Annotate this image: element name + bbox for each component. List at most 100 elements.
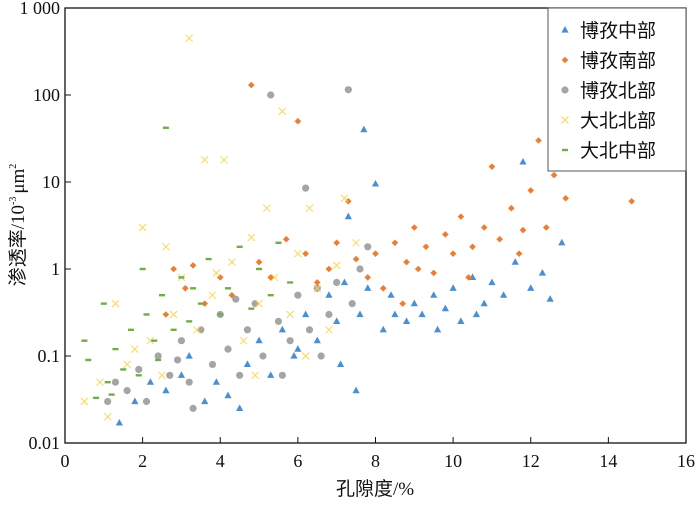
data-point — [267, 274, 275, 281]
data-point — [123, 387, 131, 395]
data-point — [236, 245, 243, 248]
data-point — [251, 300, 259, 308]
y-tick-label: 0.1 — [38, 346, 61, 366]
data-point — [442, 231, 449, 238]
y-axis-label-group: 渗透率/10-3 μm2 — [7, 164, 29, 287]
data-point — [488, 278, 496, 286]
data-point — [275, 241, 282, 245]
data-point — [480, 224, 488, 231]
data-point — [449, 284, 457, 291]
data-point — [243, 360, 252, 368]
data-point — [325, 291, 333, 298]
series-1 — [162, 81, 635, 318]
data-point — [155, 358, 162, 362]
data-point — [345, 198, 352, 205]
data-point — [399, 300, 406, 307]
legend-item: 博孜北部 — [561, 80, 656, 102]
legend-label: 大北北部 — [580, 110, 656, 132]
data-point — [138, 223, 147, 232]
series-0 — [115, 125, 566, 426]
data-point — [81, 339, 88, 342]
data-point — [527, 187, 535, 194]
y-tick-label: 0.01 — [29, 433, 61, 453]
data-point — [111, 378, 120, 386]
data-point — [325, 265, 333, 273]
data-point — [178, 276, 185, 279]
data-point — [162, 242, 170, 251]
data-point — [535, 137, 542, 144]
data-point — [232, 295, 240, 303]
data-point — [441, 304, 449, 312]
data-point — [170, 328, 177, 332]
data-point — [127, 328, 134, 332]
data-point — [403, 258, 410, 266]
data-point — [336, 360, 345, 368]
legend-marker-circle — [561, 86, 569, 94]
data-points — [80, 34, 635, 426]
legend-item: 博孜中部 — [561, 20, 656, 42]
y-tick-label: 1 000 — [20, 0, 61, 18]
data-point — [186, 320, 193, 323]
data-point — [104, 380, 111, 384]
data-point — [158, 371, 166, 380]
data-point — [519, 226, 527, 234]
data-point — [182, 285, 189, 292]
data-point — [139, 267, 146, 271]
x-tick-label: 10 — [444, 451, 462, 471]
data-point — [379, 285, 387, 292]
data-point — [216, 274, 224, 281]
data-point — [189, 404, 197, 412]
data-point — [325, 310, 333, 319]
data-point — [305, 204, 314, 213]
data-point — [402, 317, 411, 324]
data-point — [294, 291, 302, 299]
data-point — [224, 391, 232, 399]
data-point — [527, 284, 535, 291]
data-point — [162, 311, 170, 318]
data-point — [418, 310, 426, 318]
data-point — [391, 310, 399, 318]
data-point — [120, 368, 127, 371]
data-point — [313, 279, 321, 286]
data-point — [340, 194, 349, 203]
data-point — [228, 258, 236, 266]
data-point — [228, 291, 236, 299]
data-point — [488, 163, 496, 170]
data-point — [294, 249, 302, 258]
data-point — [255, 299, 263, 308]
data-point — [364, 284, 372, 291]
data-point — [103, 412, 112, 421]
data-point — [177, 337, 186, 345]
data-point — [457, 213, 465, 220]
data-point — [270, 273, 279, 282]
data-point — [414, 265, 422, 273]
data-point — [100, 302, 107, 305]
data-point — [371, 179, 380, 187]
data-point — [205, 257, 212, 261]
data-point — [162, 126, 169, 129]
data-point — [430, 269, 438, 277]
data-point — [255, 336, 263, 344]
data-point — [200, 155, 209, 164]
data-point — [208, 291, 217, 300]
data-point — [313, 284, 322, 293]
legend-marker-cross — [561, 116, 569, 124]
legend-marker-triangle — [561, 26, 569, 33]
data-point — [344, 212, 352, 220]
data-point — [104, 397, 112, 406]
data-point — [201, 397, 209, 405]
data-point — [317, 352, 325, 360]
data-point — [236, 404, 244, 411]
data-point — [278, 371, 286, 379]
data-point — [197, 302, 204, 305]
data-point — [108, 393, 115, 396]
data-point — [274, 317, 283, 325]
data-point — [290, 352, 298, 359]
data-point — [267, 371, 275, 378]
data-point — [267, 91, 275, 99]
data-point — [562, 194, 569, 202]
legend-item: 大北北部 — [561, 110, 656, 132]
data-point — [550, 171, 558, 179]
data-point — [177, 371, 186, 378]
